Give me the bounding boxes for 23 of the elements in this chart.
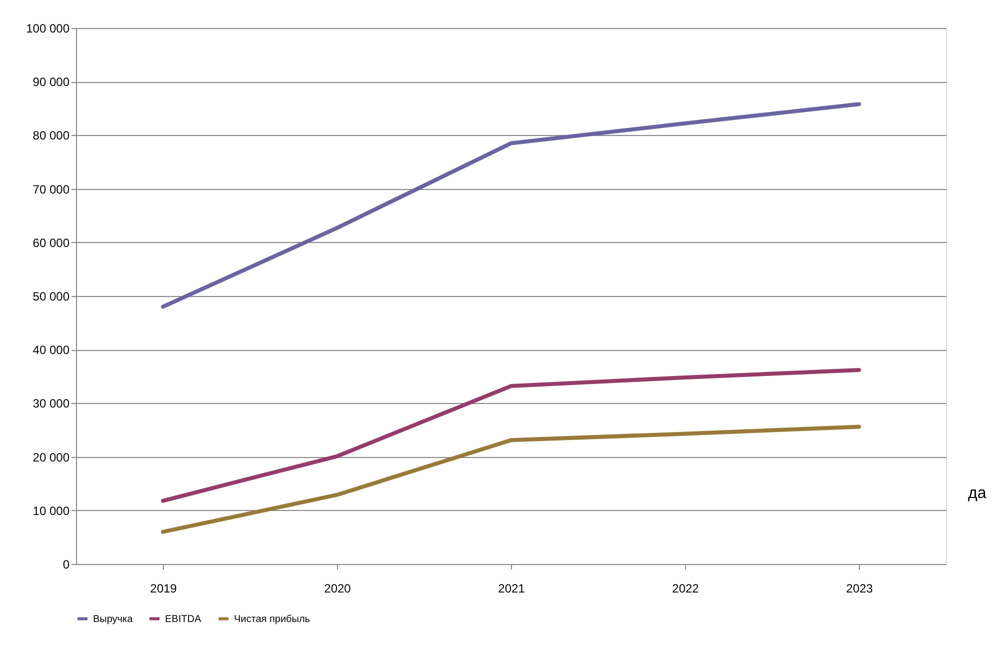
legend-label: EBITDA bbox=[165, 614, 202, 625]
legend-label: Выручка bbox=[93, 614, 134, 625]
y-tick-label: 100 000 bbox=[26, 22, 70, 36]
y-tick-label: 80 000 bbox=[32, 128, 70, 143]
y-tick-label: 60 000 bbox=[32, 236, 70, 250]
line-series bbox=[161, 102, 861, 309]
x-tick-label: 2023 bbox=[846, 582, 874, 596]
legend-label: Чистая прибыль bbox=[234, 614, 310, 625]
y-tick-label: 0 bbox=[62, 558, 70, 572]
line-series bbox=[161, 424, 861, 534]
x-tick-label: 2019 bbox=[150, 582, 178, 596]
text: да bbox=[968, 485, 986, 502]
y-tick-label: 50 000 bbox=[32, 290, 70, 304]
y-tick-label: 30 000 bbox=[32, 396, 70, 411]
y-tick-label: 20 000 bbox=[32, 450, 70, 464]
line-series bbox=[161, 368, 861, 503]
y-tick-label: 10 000 bbox=[32, 504, 70, 518]
x-tick-label: 2022 bbox=[672, 582, 700, 596]
y-tick-label: 70 000 bbox=[32, 182, 70, 196]
y-tick-label: 40 000 bbox=[32, 343, 70, 358]
y-tick-label: 90 000 bbox=[32, 75, 70, 90]
x-tick-label: 2021 bbox=[498, 582, 526, 596]
x-tick-label: 2020 bbox=[324, 582, 352, 596]
